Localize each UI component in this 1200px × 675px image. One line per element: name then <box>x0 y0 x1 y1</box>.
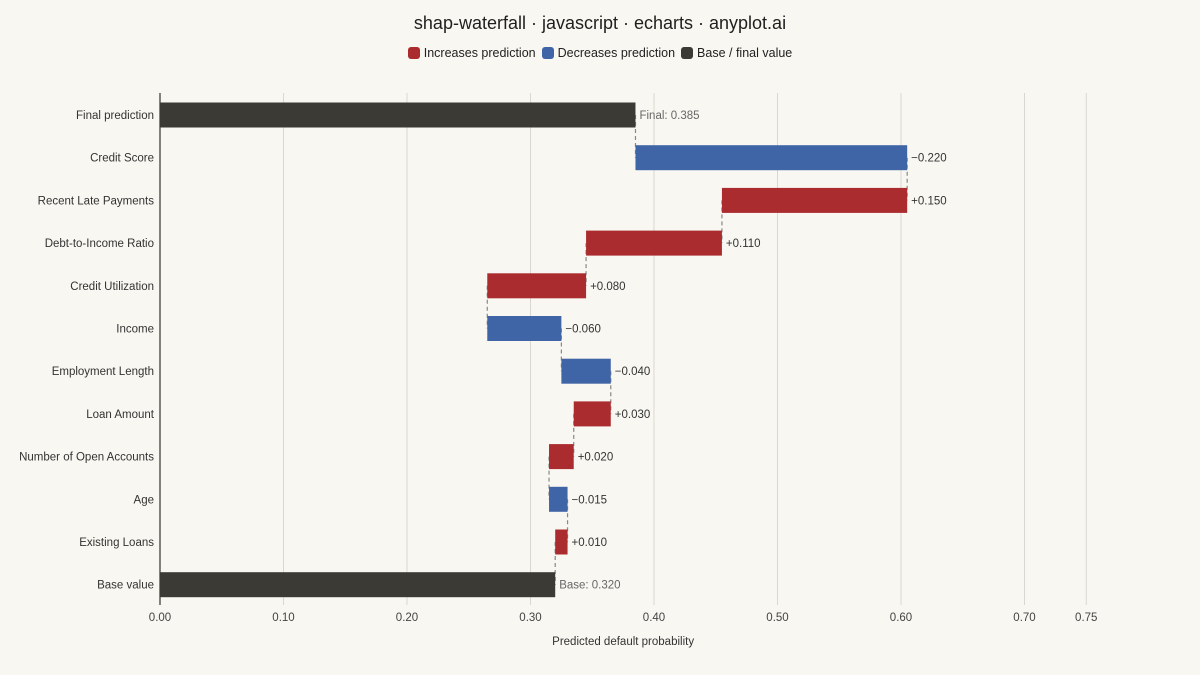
x-tick-label: 0.40 <box>643 612 665 624</box>
x-tick-label: 0.60 <box>890 612 912 624</box>
bar-decrease <box>561 358 611 384</box>
legend-swatch-increases <box>407 47 420 59</box>
bar-decrease <box>635 145 908 171</box>
category-label: Age <box>134 494 154 506</box>
x-tick-label: 0.70 <box>1013 612 1035 624</box>
value-label: +0.110 <box>726 238 761 250</box>
legend-swatch-base-final <box>681 47 694 59</box>
value-label: −0.015 <box>572 494 608 506</box>
legend-item-base-final[interactable]: Base / final value <box>681 46 792 60</box>
bar-total <box>160 102 636 128</box>
category-label: Base value <box>97 580 154 592</box>
value-label: −0.040 <box>615 366 651 378</box>
value-label: Base: 0.320 <box>559 580 620 592</box>
value-label: +0.020 <box>578 452 614 464</box>
bar-decrease <box>487 316 562 341</box>
bar-decrease <box>549 486 568 512</box>
legend-swatch-decreases <box>541 47 554 59</box>
bar-increase <box>487 273 587 299</box>
bar-increase <box>586 230 722 256</box>
category-label: Recent Late Payments <box>38 195 155 207</box>
value-label: +0.030 <box>615 409 651 421</box>
category-label: Final prediction <box>76 110 154 122</box>
category-label: Credit Utilization <box>70 281 154 293</box>
category-label: Loan Amount <box>86 409 155 421</box>
value-label: +0.150 <box>911 195 947 207</box>
legend-label-base-final: Base / final value <box>697 46 793 60</box>
x-tick-label: 0.30 <box>519 612 541 624</box>
value-label: −0.060 <box>565 324 601 336</box>
bar-increase <box>573 401 611 427</box>
category-label: Credit Score <box>90 153 154 165</box>
bar-increase <box>721 187 908 213</box>
legend-label-decreases: Decreases prediction <box>557 46 676 60</box>
bar-increase <box>555 529 568 555</box>
x-axis-label: Predicted default probability <box>552 636 694 648</box>
category-label: Income <box>116 324 154 336</box>
x-tick-label: 0.10 <box>272 612 294 624</box>
category-label: Employment Length <box>52 366 154 378</box>
x-tick-label: 0.00 <box>149 612 171 624</box>
category-label: Existing Loans <box>79 537 154 549</box>
value-label: −0.220 <box>911 153 947 165</box>
bar-total <box>160 572 556 598</box>
legend-item-decreases[interactable]: Decreases prediction <box>541 46 676 60</box>
x-tick-label: 0.50 <box>766 612 788 624</box>
category-label: Debt-to-Income Ratio <box>45 238 154 250</box>
value-label: Final: 0.385 <box>639 110 699 122</box>
value-label: +0.080 <box>590 281 626 293</box>
legend: Increases prediction Decreases predictio… <box>0 46 1200 60</box>
value-label: +0.010 <box>572 537 608 549</box>
legend-label-increases: Increases prediction <box>423 46 536 60</box>
x-tick-label: 0.75 <box>1075 612 1097 624</box>
legend-item-increases[interactable]: Increases prediction <box>407 46 536 60</box>
category-label: Number of Open Accounts <box>19 452 154 464</box>
bar-increase <box>549 444 574 470</box>
chart-title: shap-waterfall · javascript · echarts · … <box>413 13 787 33</box>
x-tick-label: 0.20 <box>396 612 418 624</box>
